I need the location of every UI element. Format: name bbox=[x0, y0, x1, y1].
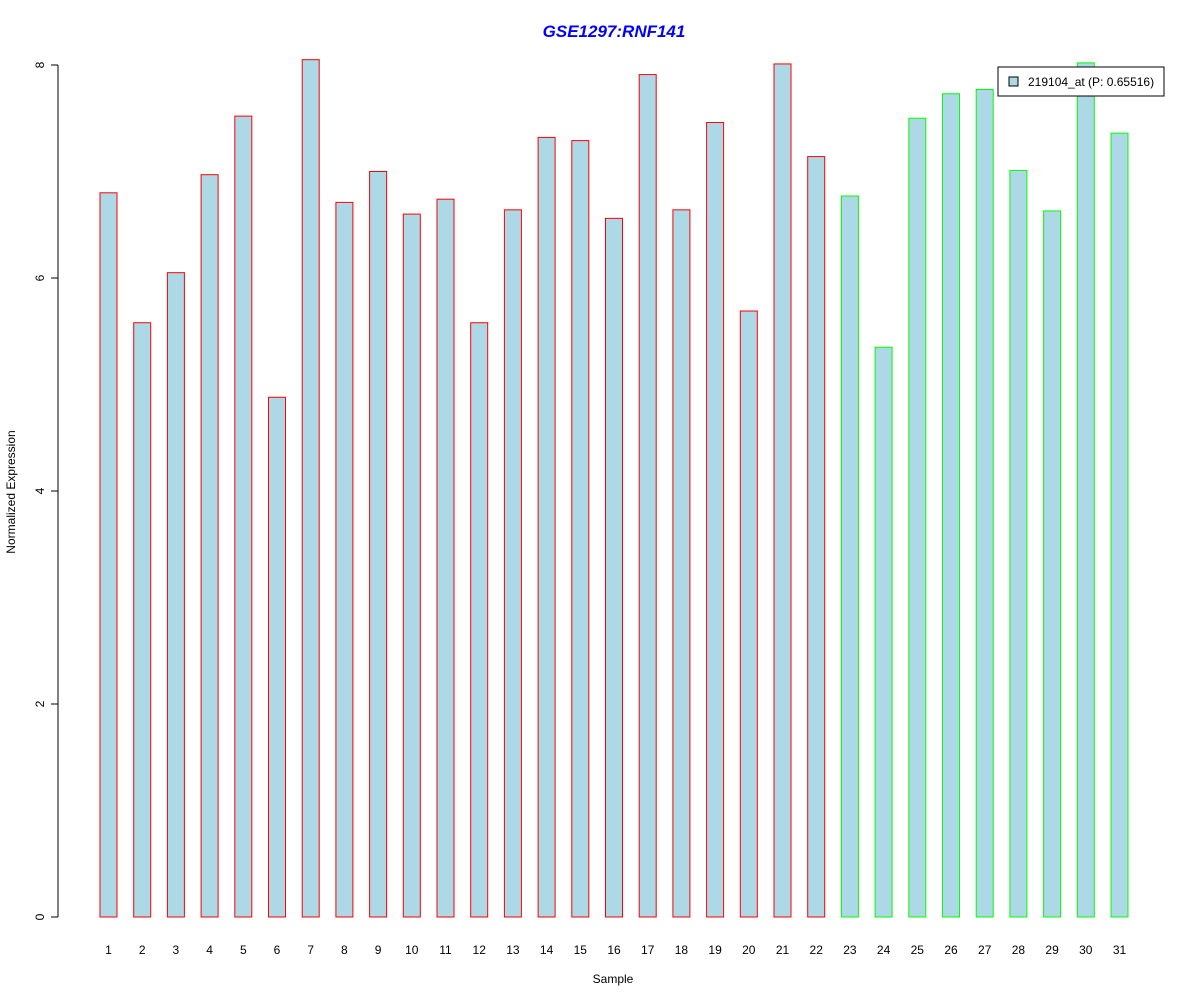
x-tick-label: 16 bbox=[607, 943, 621, 957]
x-tick-label: 9 bbox=[375, 943, 382, 957]
bar-sample-14 bbox=[537, 136, 556, 918]
bar-sample-15 bbox=[571, 140, 590, 918]
x-tick-label: 25 bbox=[911, 943, 925, 957]
bar-sample-9 bbox=[369, 171, 388, 918]
bars bbox=[99, 59, 1129, 918]
bar-sample-24 bbox=[874, 346, 893, 918]
x-tick-label: 17 bbox=[641, 943, 655, 957]
y-axis-label: Normalized Expression bbox=[4, 430, 18, 553]
x-tick-labels: 1 2 3 4 5 6 7 8 9 10 11 12 13 14 15 16 17 18 19 20 21 22 23 24 2… bbox=[105, 943, 1126, 957]
bar-sample-26 bbox=[942, 93, 960, 918]
x-tick-label: 29 bbox=[1045, 943, 1059, 957]
bar-sample-18 bbox=[672, 209, 691, 918]
x-tick-label: 30 bbox=[1079, 943, 1093, 957]
bar-sample-7 bbox=[301, 59, 320, 918]
bar-sample-21 bbox=[773, 63, 792, 918]
x-tick-label: 24 bbox=[877, 943, 891, 957]
bar-sample-30 bbox=[1076, 62, 1095, 918]
bar-sample-29 bbox=[1043, 210, 1062, 918]
x-tick-label: 10 bbox=[405, 943, 419, 957]
bar-sample-28 bbox=[1009, 169, 1028, 918]
legend-swatch bbox=[1008, 76, 1019, 87]
x-tick-label: 31 bbox=[1113, 943, 1127, 957]
bar-sample-3 bbox=[166, 272, 185, 918]
x-tick-label: 8 bbox=[341, 943, 348, 957]
y-tick-label: 6 bbox=[33, 274, 47, 281]
bar-sample-1 bbox=[99, 192, 118, 918]
legend-label: 219104_at (P: 0.65516) bbox=[1028, 75, 1154, 89]
x-tick-label: 4 bbox=[206, 943, 213, 957]
x-tick-label: 15 bbox=[574, 943, 588, 957]
bar-sample-19 bbox=[706, 122, 725, 918]
bar-sample-27 bbox=[975, 88, 994, 918]
x-tick-label: 14 bbox=[540, 943, 554, 957]
x-tick-label: 20 bbox=[742, 943, 756, 957]
y-tick-label: 2 bbox=[33, 700, 47, 707]
x-tick-label: 23 bbox=[843, 943, 857, 957]
bar-sample-25 bbox=[908, 117, 927, 918]
x-tick-label: 12 bbox=[473, 943, 487, 957]
x-tick-label: 13 bbox=[506, 943, 520, 957]
x-tick-label: 5 bbox=[240, 943, 247, 957]
bar-sample-16 bbox=[605, 217, 623, 918]
x-tick-label: 21 bbox=[776, 943, 790, 957]
bar-sample-4 bbox=[200, 174, 219, 918]
x-tick-label: 7 bbox=[307, 943, 314, 957]
bar-sample-20 bbox=[739, 310, 758, 918]
bar-sample-5 bbox=[234, 115, 253, 918]
bar-sample-17 bbox=[638, 74, 657, 918]
x-axis-label: Sample bbox=[593, 972, 634, 986]
x-tick-label: 22 bbox=[810, 943, 824, 957]
bar-sample-10 bbox=[402, 213, 421, 918]
bar-sample-11 bbox=[436, 198, 455, 918]
bar-sample-23 bbox=[840, 195, 859, 918]
x-tick-label: 28 bbox=[1012, 943, 1026, 957]
x-tick-label: 3 bbox=[173, 943, 180, 957]
y-tick-label: 8 bbox=[33, 61, 47, 68]
legend: 219104_at (P: 0.65516) bbox=[997, 66, 1165, 97]
bar-sample-8 bbox=[335, 201, 354, 918]
bar-sample-13 bbox=[503, 209, 522, 918]
x-tick-label: 6 bbox=[274, 943, 281, 957]
bar-sample-31 bbox=[1110, 132, 1129, 918]
x-tick-label: 26 bbox=[944, 943, 958, 957]
legend-box bbox=[997, 66, 1165, 97]
x-tick-label: 11 bbox=[439, 943, 452, 957]
bar-sample-6 bbox=[268, 396, 286, 918]
y-tick-label: 0 bbox=[33, 913, 47, 920]
x-tick-label: 2 bbox=[139, 943, 146, 957]
bar-sample-22 bbox=[807, 156, 826, 918]
x-tick-label: 19 bbox=[708, 943, 722, 957]
x-tick-label: 18 bbox=[675, 943, 689, 957]
chart-title: GSE1297:RNF141 bbox=[543, 22, 686, 41]
bar-sample-12 bbox=[470, 322, 489, 918]
y-axis: 0 2 4 6 8 bbox=[33, 61, 59, 920]
x-tick-label: 1 bbox=[105, 943, 112, 957]
y-tick-label: 4 bbox=[33, 487, 47, 494]
x-tick-label: 27 bbox=[978, 943, 992, 957]
bar-sample-2 bbox=[133, 322, 152, 918]
